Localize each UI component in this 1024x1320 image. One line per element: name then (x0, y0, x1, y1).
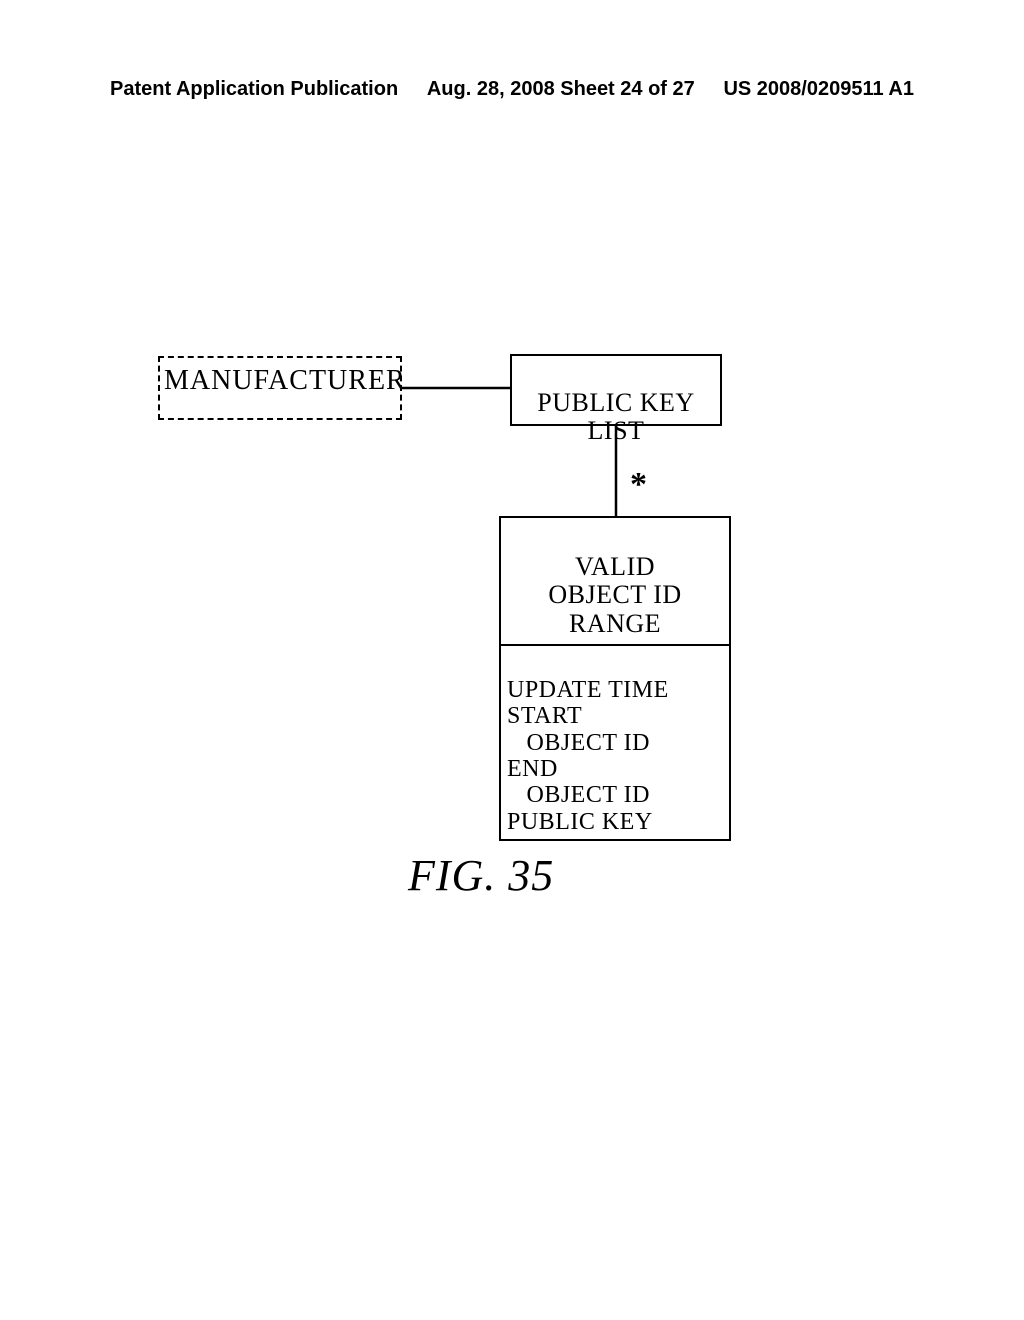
valid-box-title: VALID OBJECT ID RANGE (501, 518, 729, 644)
manufacturer-label: MANUFACTURER (164, 365, 406, 396)
multiplicity-asterisk: * (630, 466, 647, 504)
diagram-area: MANUFACTURER PUBLIC KEY LIST * VALID OBJ… (0, 0, 1024, 1320)
page: Patent Application Publication Aug. 28, … (0, 0, 1024, 1320)
public-key-list-box: PUBLIC KEY LIST (510, 354, 722, 426)
valid-box-attributes: UPDATE TIME START OBJECT ID END OBJECT I… (501, 644, 729, 839)
manufacturer-box: MANUFACTURER (158, 356, 402, 420)
figure-label: FIG. 35 (408, 850, 554, 901)
public-key-list-label: PUBLIC KEY LIST (537, 388, 694, 444)
valid-object-id-range-box: VALID OBJECT ID RANGE UPDATE TIME START … (499, 516, 731, 841)
